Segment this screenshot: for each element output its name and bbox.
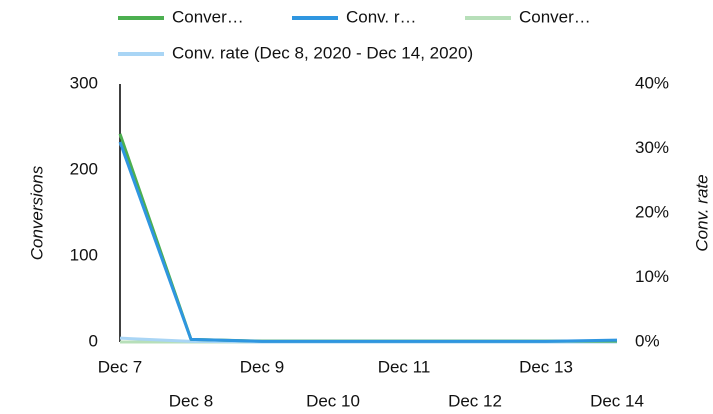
y2-tick-label: 40% (635, 73, 669, 92)
x-tick-label: Dec 7 (98, 357, 142, 376)
y-axis-title: Conversions (27, 165, 46, 260)
y2-tick-label: 0% (635, 331, 660, 350)
y-tick-label: 100 (70, 245, 98, 264)
y-tick-label: 200 (70, 159, 98, 178)
x-tick-label: Dec 8 (169, 391, 213, 410)
x-tick-label: Dec 14 (590, 391, 644, 410)
y2-tick-label: 20% (635, 202, 669, 221)
y-tick-label: 300 (70, 73, 98, 92)
series-line (118, 141, 618, 343)
y-tick-label: 0 (89, 331, 98, 350)
legend-label: Conv. rate (Dec 8, 2020 - Dec 14, 2020) (172, 43, 473, 62)
x-tick-label: Dec 10 (306, 391, 360, 410)
y2-axis-title: Conv. rate (692, 174, 711, 251)
x-tick-label: Dec 12 (448, 391, 502, 410)
x-tick-label: Dec 9 (240, 357, 284, 376)
x-tick-label: Dec 13 (519, 357, 573, 376)
series-line (118, 133, 617, 343)
legend-label: Conv. r… (346, 7, 417, 26)
legend-label: Conver… (519, 7, 591, 26)
legend-label: Conver… (172, 7, 244, 26)
x-tick-label: Dec 11 (378, 357, 431, 376)
y2-tick-label: 10% (635, 267, 669, 286)
y2-tick-label: 30% (635, 138, 669, 157)
